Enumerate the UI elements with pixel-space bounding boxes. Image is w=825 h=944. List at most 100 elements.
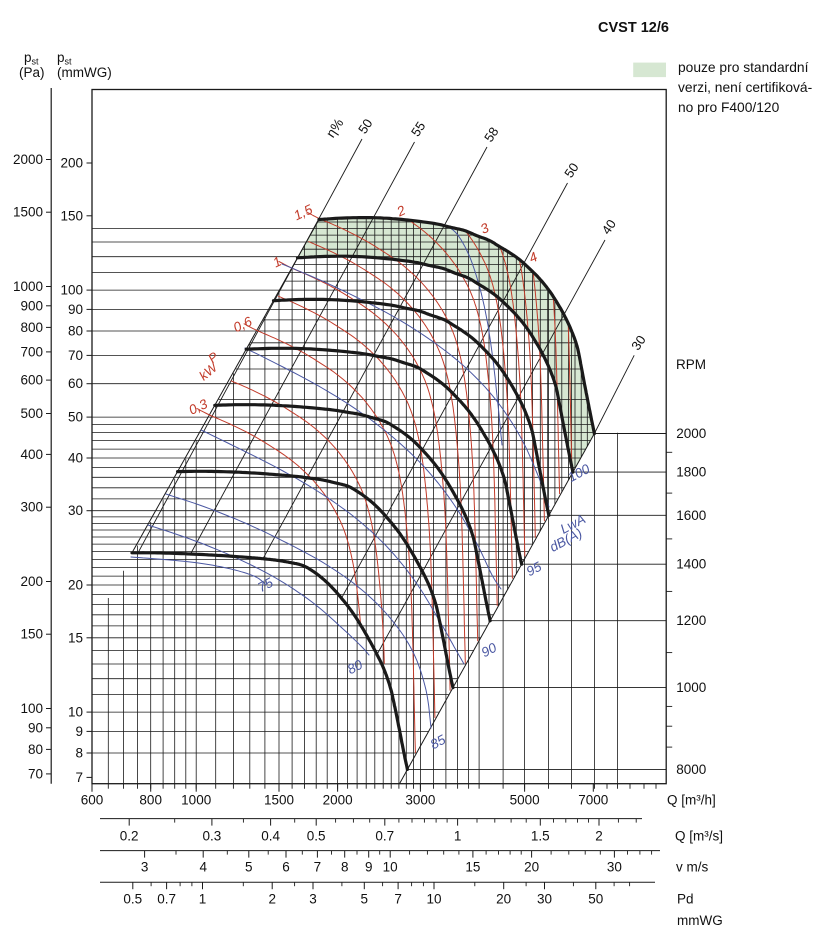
svg-text:7000: 7000 [578,793,608,808]
svg-text:50: 50 [561,160,582,180]
svg-text:15: 15 [465,860,480,875]
svg-text:1000: 1000 [676,680,706,695]
svg-text:1: 1 [454,829,462,844]
svg-text:CVST 12/6: CVST 12/6 [598,20,669,36]
svg-text:5000: 5000 [510,793,540,808]
svg-text:100: 100 [20,701,43,716]
svg-text:0.3: 0.3 [203,829,222,844]
svg-text:75: 75 [255,575,276,596]
svg-text:9: 9 [75,724,83,739]
svg-text:70: 70 [68,348,83,363]
svg-text:90: 90 [68,302,83,317]
svg-text:0.7: 0.7 [157,892,176,907]
svg-text:20: 20 [524,860,539,875]
svg-text:80: 80 [28,742,43,757]
svg-text:1800: 1800 [676,465,706,480]
svg-text:30: 30 [607,860,622,875]
svg-text:80: 80 [68,324,83,339]
svg-text:8: 8 [75,746,83,761]
svg-text:20: 20 [496,892,511,907]
svg-text:0.7: 0.7 [375,829,394,844]
svg-text:70: 70 [28,766,43,781]
svg-text:0.5: 0.5 [123,892,142,907]
svg-text:v m/s: v m/s [676,860,708,875]
svg-text:150: 150 [60,208,83,223]
svg-text:7: 7 [394,892,402,907]
svg-text:9: 9 [365,860,373,875]
svg-text:p: p [24,50,32,65]
svg-text:p: p [57,50,65,65]
svg-text:90: 90 [28,720,43,735]
svg-text:600: 600 [20,373,43,388]
svg-text:55: 55 [408,119,429,139]
svg-text:3: 3 [141,860,149,875]
svg-text:3: 3 [309,892,317,907]
svg-text:400: 400 [20,447,43,462]
svg-text:20: 20 [68,578,83,593]
svg-text:1500: 1500 [13,205,43,220]
svg-text:2000: 2000 [676,426,706,441]
svg-text:7: 7 [75,770,83,785]
svg-text:pouze pro standardní: pouze pro standardní [678,60,809,75]
svg-text:90: 90 [479,640,500,661]
svg-text:40: 40 [599,217,620,237]
svg-text:RPM: RPM [676,357,706,372]
svg-text:700: 700 [20,344,43,359]
svg-text:50: 50 [588,892,603,907]
svg-text:1200: 1200 [676,613,706,628]
svg-text:50: 50 [68,410,83,425]
svg-text:300: 300 [20,500,43,515]
svg-text:150: 150 [20,627,43,642]
svg-text:800: 800 [20,320,43,335]
svg-text:2: 2 [268,892,276,907]
svg-text:7: 7 [314,860,322,875]
svg-text:Pd: Pd [677,892,694,907]
svg-text:900: 900 [20,298,43,313]
svg-text:verzi, není certifiková-: verzi, není certifiková- [678,80,812,95]
svg-text:6: 6 [282,860,290,875]
svg-text:(mmWG): (mmWG) [57,65,112,80]
svg-text:2: 2 [595,829,603,844]
svg-text:5: 5 [361,892,369,907]
svg-text:1000: 1000 [13,279,43,294]
svg-text:1000: 1000 [181,793,211,808]
svg-text:10: 10 [383,860,398,875]
svg-text:(Pa): (Pa) [19,65,45,80]
svg-text:st: st [32,57,40,67]
svg-text:10: 10 [68,705,83,720]
svg-text:1500: 1500 [264,793,294,808]
svg-text:30: 30 [68,503,83,518]
svg-text:200: 200 [60,156,83,171]
svg-text:50: 50 [355,116,376,136]
svg-text:80: 80 [345,657,366,678]
svg-text:1,5: 1,5 [291,201,315,223]
svg-text:15: 15 [68,630,83,645]
svg-text:800: 800 [139,793,162,808]
svg-text:mmWG: mmWG [677,913,723,928]
svg-text:200: 200 [20,574,43,589]
svg-text:1: 1 [199,892,207,907]
svg-text:58: 58 [481,124,502,144]
svg-text:8: 8 [341,860,349,875]
svg-text:2000: 2000 [323,793,353,808]
svg-text:3000: 3000 [405,793,435,808]
svg-text:1600: 1600 [676,508,706,523]
svg-text:100: 100 [60,283,83,298]
svg-text:500: 500 [20,406,43,421]
svg-text:0,3: 0,3 [186,396,210,418]
svg-text:85: 85 [428,732,449,753]
svg-text:30: 30 [537,892,552,907]
svg-text:Q [m³/h]: Q [m³/h] [667,793,716,808]
svg-text:1400: 1400 [676,557,706,572]
svg-text:5: 5 [245,860,253,875]
svg-text:4: 4 [199,860,207,875]
svg-text:2000: 2000 [13,152,43,167]
svg-text:1.5: 1.5 [531,829,550,844]
svg-text:0.4: 0.4 [261,829,280,844]
svg-text:95: 95 [524,559,545,580]
svg-text:0,6: 0,6 [231,313,255,335]
svg-text:0.5: 0.5 [307,829,326,844]
svg-text:10: 10 [426,892,441,907]
svg-text:40: 40 [68,451,83,466]
svg-text:st: st [65,57,73,67]
